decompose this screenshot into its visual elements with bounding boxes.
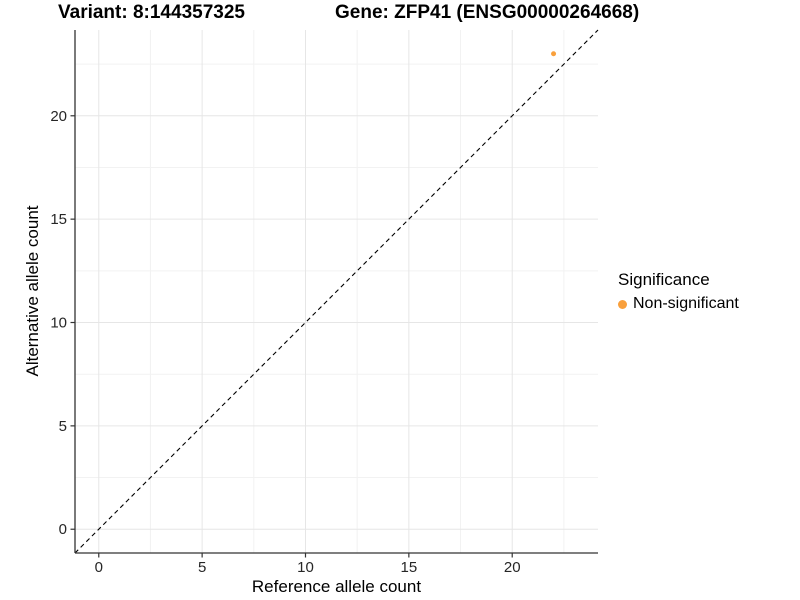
plot-title-gene: Gene: ZFP41 (ENSG00000264668) — [335, 2, 640, 23]
y-tick-label: 10 — [50, 315, 67, 332]
y-tick-label: 5 — [59, 418, 67, 435]
x-tick-label: 10 — [297, 559, 314, 576]
x-tick-label: 15 — [401, 559, 418, 576]
data-point — [551, 51, 557, 57]
legend-entry-label: Non-significant — [633, 295, 739, 312]
legend-title: Significance — [618, 270, 710, 289]
y-axis-title: Alternative allele count — [23, 205, 42, 377]
plot-title-variant: Variant: 8:144357325 — [58, 2, 245, 23]
legend-point-icon — [618, 299, 627, 309]
legend: Significance Non-significant — [618, 270, 739, 313]
identity-line — [74, 29, 599, 554]
legend-entry: Non-significant — [618, 295, 739, 313]
x-tick-label: 20 — [504, 559, 521, 576]
x-tick-label: 5 — [198, 559, 206, 576]
x-axis-title: Reference allele count — [251, 577, 422, 596]
x-tick-label: 0 — [95, 559, 103, 576]
y-tick-label: 20 — [50, 108, 67, 125]
y-tick-label: 0 — [59, 521, 67, 538]
y-tick-label: 15 — [50, 211, 67, 228]
